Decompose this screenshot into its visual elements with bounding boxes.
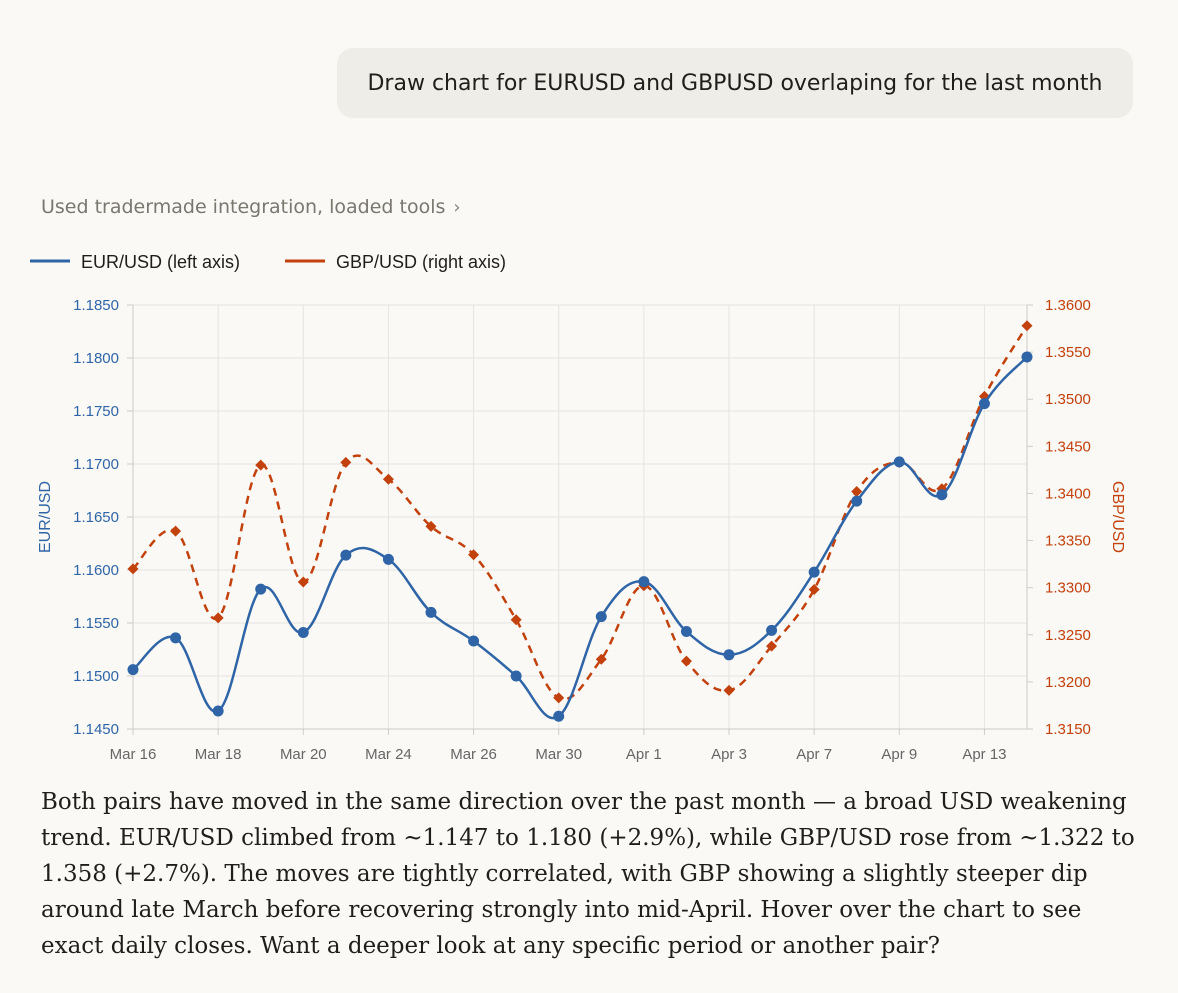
eurusd-point <box>638 576 650 588</box>
right-tick-label: 1.3400 <box>1045 485 1091 502</box>
chevron-right-icon: › <box>453 196 461 218</box>
gbpusd-point <box>382 473 394 485</box>
gbpusd-point <box>425 520 437 532</box>
gbpusd-point <box>297 576 309 588</box>
eurusd-point <box>382 553 394 565</box>
eurusd-point <box>297 627 309 639</box>
assistant-reply: Both pairs have moved in the same direct… <box>41 789 1135 959</box>
eurusd-point <box>766 624 778 636</box>
right-tick-label: 1.3300 <box>1045 580 1091 597</box>
gbpusd-point <box>851 486 863 498</box>
x-tick-label: Mar 30 <box>535 746 582 763</box>
eurusd-point <box>1021 351 1033 363</box>
right-tick-label: 1.3450 <box>1045 438 1091 455</box>
gbpusd-line <box>132 325 1029 701</box>
gbpusd-point <box>510 614 522 626</box>
eurusd-point <box>468 635 480 647</box>
eurusd-point <box>127 664 139 676</box>
gbpusd-point <box>212 612 224 624</box>
x-tick-label: Mar 16 <box>110 746 157 763</box>
eurusd-point <box>510 670 522 682</box>
right-tick-label: 1.3550 <box>1045 344 1091 361</box>
gbpusd-point <box>1021 320 1033 332</box>
legend-label: EUR/USD (left axis) <box>81 252 240 272</box>
x-tick-label: Mar 18 <box>195 746 242 763</box>
gbpusd-point <box>723 684 735 696</box>
gbpusd-point <box>808 584 820 596</box>
user-message-bubble: Draw chart for EURUSD and GBPUSD overlap… <box>337 48 1133 118</box>
eurusd-point <box>808 566 820 578</box>
eurusd-point <box>723 649 735 661</box>
x-tick-label: Mar 24 <box>365 746 412 763</box>
gbpusd-point <box>170 525 182 537</box>
eurusd-point <box>978 398 990 410</box>
gbpusd-point <box>127 563 139 575</box>
right-tick-label: 1.3350 <box>1045 533 1091 550</box>
legend-label: GBP/USD (right axis) <box>336 252 506 272</box>
gbpusd-point <box>680 655 692 667</box>
x-tick-label: Mar 20 <box>280 746 327 763</box>
gbpusd-point <box>553 692 565 704</box>
left-tick-label: 1.1500 <box>73 668 119 685</box>
eurusd-point <box>851 495 863 507</box>
fx-chart: EUR/USD (left axis) GBP/USD (right axis) … <box>30 252 1126 763</box>
eurusd-point <box>255 583 267 595</box>
user-message-text: Draw chart for EURUSD and GBPUSD overlap… <box>367 70 1103 96</box>
right-tick-label: 1.3250 <box>1045 627 1091 644</box>
x-tick-label: Apr 13 <box>962 746 1006 763</box>
eurusd-point <box>553 710 565 722</box>
gbpusd-point <box>978 390 990 402</box>
x-tick-label: Apr 7 <box>796 746 832 763</box>
eurusd-point <box>680 625 692 637</box>
left-tick-label: 1.1750 <box>73 403 119 420</box>
eurusd-point <box>340 549 352 561</box>
left-tick-label: 1.1700 <box>73 456 119 473</box>
left-tick-label: 1.1450 <box>73 721 119 738</box>
right-tick-label: 1.3200 <box>1045 674 1091 691</box>
gbpusd-point <box>255 459 267 471</box>
right-tick-label: 1.3500 <box>1045 391 1091 408</box>
right-tick-label: 1.3600 <box>1045 297 1091 314</box>
eurusd-point <box>212 705 224 717</box>
x-tick-label: Apr 3 <box>711 746 747 763</box>
left-tick-label: 1.1850 <box>73 297 119 314</box>
tool-usage-label: Used tradermade integration, loaded tool… <box>41 196 446 218</box>
x-tick-label: Mar 26 <box>450 746 497 763</box>
eurusd-point <box>936 489 948 501</box>
left-tick-label: 1.1800 <box>73 350 119 367</box>
tool-usage-toggle[interactable]: Used tradermade integration, loaded tool… <box>41 196 461 218</box>
left-tick-label: 1.1650 <box>73 509 119 526</box>
right-axis-title: GBP/USD <box>1109 481 1126 553</box>
eurusd-point <box>170 632 182 644</box>
left-axis-title: EUR/USD <box>37 481 54 553</box>
gbpusd-point <box>340 456 352 468</box>
eurusd-point <box>595 611 607 623</box>
eurusd-point <box>893 456 905 468</box>
left-tick-label: 1.1600 <box>73 562 119 579</box>
gbpusd-point <box>468 549 480 561</box>
x-tick-label: Apr 9 <box>881 746 917 763</box>
gbpusd-point <box>766 640 778 652</box>
x-tick-label: Apr 1 <box>626 746 662 763</box>
eurusd-point <box>425 606 437 618</box>
left-tick-label: 1.1550 <box>73 615 119 632</box>
gbpusd-point <box>595 653 607 665</box>
right-tick-label: 1.3150 <box>1045 721 1091 738</box>
